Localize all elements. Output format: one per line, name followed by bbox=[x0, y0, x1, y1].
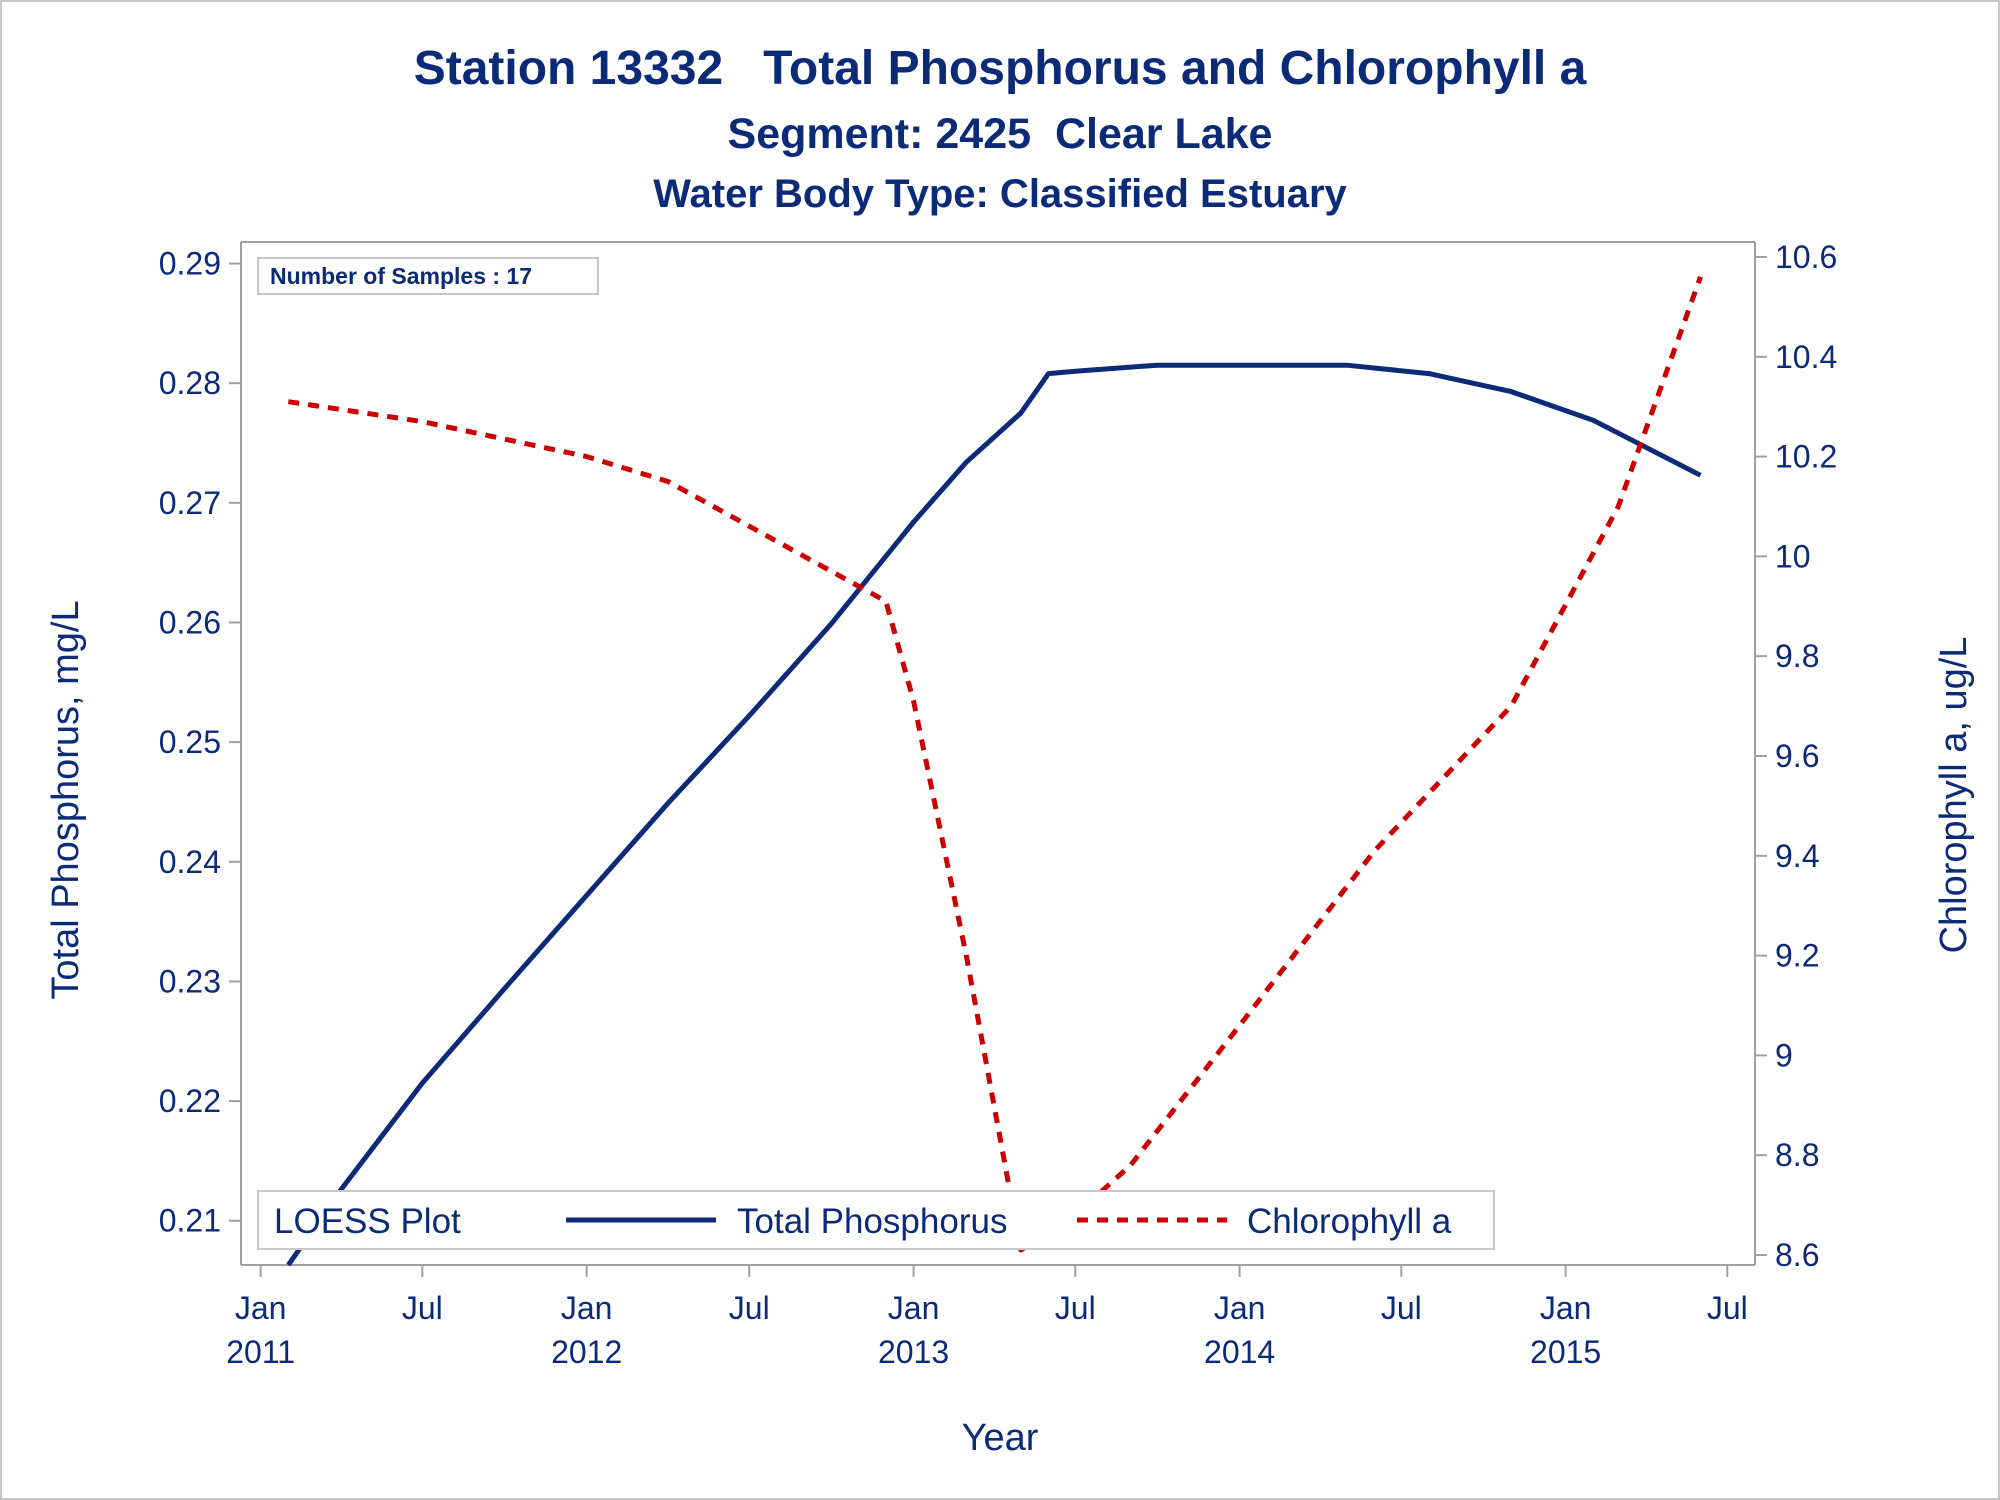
x-tick-label: Jul bbox=[1055, 1290, 1096, 1326]
y-left-tick-label: 0.24 bbox=[159, 844, 221, 880]
y-left-tick-label: 0.22 bbox=[159, 1083, 221, 1119]
x-tick-year-label: 2011 bbox=[226, 1334, 295, 1370]
y-left-tick-label: 0.27 bbox=[159, 485, 221, 521]
y-right-tick-label: 9.6 bbox=[1775, 738, 1819, 774]
y-right-tick-label: 10 bbox=[1775, 538, 1811, 574]
x-tick-year-label: 2012 bbox=[551, 1334, 622, 1370]
legend-box bbox=[257, 1190, 1495, 1250]
x-axis-label: Year bbox=[962, 1417, 1039, 1459]
x-tick-label: Jul bbox=[729, 1290, 770, 1326]
y-right-tick-label: 10.4 bbox=[1775, 339, 1837, 375]
legend-label-chlorophyll-a: Chlorophyll a bbox=[1247, 1202, 1452, 1241]
y-right-tick-label: 9.8 bbox=[1775, 638, 1819, 674]
sample-count-text: Number of Samples : 17 bbox=[270, 263, 532, 289]
plot-area: 0.21 0.22 0.23 0.24 0.25 0.26 0.27 0.28 0.29 8.6 8… bbox=[159, 239, 1838, 1370]
y-left-tick-label: 0.26 bbox=[159, 604, 221, 640]
y-left-tick-label: 0.29 bbox=[159, 246, 221, 282]
y-right-tick-label: 9.2 bbox=[1775, 938, 1819, 974]
x-tick-label: Jan bbox=[888, 1290, 940, 1326]
series-line-chlorophyll-a bbox=[287, 276, 1703, 1253]
y-left-tick-label: 0.23 bbox=[159, 963, 221, 999]
y-axis-left-label: Total Phosphorus, mg/L bbox=[45, 600, 87, 999]
x-tick-label: Jan bbox=[1540, 1290, 1592, 1326]
x-tick-label: Jul bbox=[1381, 1290, 1422, 1326]
y-left-tick-label: 0.21 bbox=[159, 1203, 221, 1239]
chart-subtitle-2: Water Body Type: Classified Estuary bbox=[653, 172, 1347, 216]
x-tick-year-label: 2015 bbox=[1530, 1334, 1601, 1370]
y-right-tick-label: 10.2 bbox=[1775, 439, 1837, 475]
sample-count-box bbox=[257, 257, 599, 295]
x-tick-label: Jul bbox=[402, 1290, 443, 1326]
y-right-tick-label: 10.6 bbox=[1775, 239, 1837, 275]
chart-subtitle: Segment: 2425 Clear Lake bbox=[728, 110, 1273, 158]
x-tick-year-label: 2014 bbox=[1204, 1334, 1275, 1370]
y-right-tick-label: 8.8 bbox=[1775, 1137, 1819, 1173]
legend-title: LOESS Plot bbox=[274, 1202, 461, 1241]
series-line-total-phosphorus bbox=[286, 362, 1702, 1267]
x-tick-label: Jan bbox=[1214, 1290, 1266, 1326]
legend-label-total-phosphorus: Total Phosphorus bbox=[737, 1202, 1007, 1241]
x-tick-label: Jan bbox=[235, 1290, 287, 1326]
y-right-tick-label: 9.4 bbox=[1775, 838, 1819, 874]
x-tick-label: Jan bbox=[561, 1290, 613, 1326]
x-tick-label: Jul bbox=[1707, 1290, 1748, 1326]
chart-title: Station 13332 Total Phosphorus and Chlor… bbox=[414, 42, 1587, 95]
x-tick-year-label: 2013 bbox=[878, 1334, 949, 1370]
y-left-tick-label: 0.28 bbox=[159, 365, 221, 401]
y-left-tick-label: 0.25 bbox=[159, 724, 221, 760]
y-axis-right-label: Chlorophyll a, ug/L bbox=[1933, 637, 1975, 954]
y-right-tick-label: 8.6 bbox=[1775, 1237, 1819, 1273]
y-right-tick-label: 9 bbox=[1775, 1037, 1793, 1073]
